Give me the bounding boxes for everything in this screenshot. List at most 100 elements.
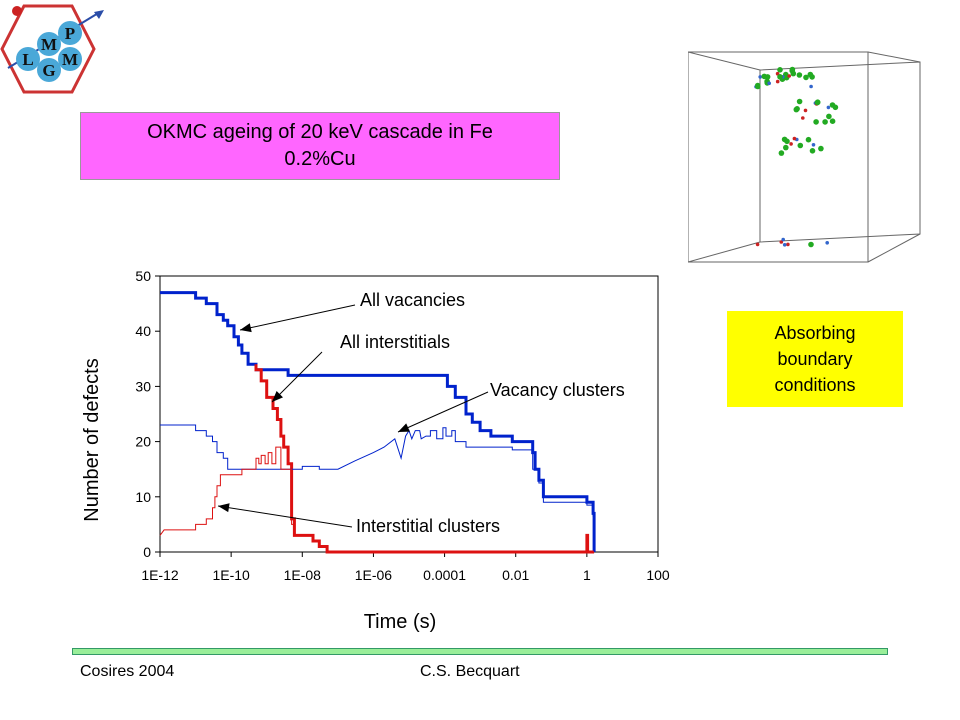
defect-atom xyxy=(796,98,803,105)
defect-atom xyxy=(797,142,804,149)
defect-atom xyxy=(809,84,813,89)
boundary-line-3: conditions xyxy=(774,375,856,395)
defect-atom xyxy=(787,74,791,78)
defect-atom xyxy=(755,83,761,90)
defect-atom xyxy=(758,75,762,79)
defect-atoms xyxy=(754,66,839,248)
defect-atom xyxy=(813,119,819,125)
defect-atom xyxy=(805,136,812,143)
title-line-1: OKMC ageing of 20 keV cascade in Fe xyxy=(147,121,493,143)
x-tick-label: 1E-08 xyxy=(284,567,322,583)
defect-atom xyxy=(781,237,785,242)
boundary-conditions-box: Absorbing boundary conditions xyxy=(727,311,903,407)
defect-atom xyxy=(811,143,816,147)
defect-atom xyxy=(777,67,783,73)
annotation-arrowhead xyxy=(218,503,230,513)
defect-atom xyxy=(767,81,771,86)
y-tick-label: 50 xyxy=(135,268,151,284)
y-tick-label: 0 xyxy=(143,544,151,560)
defect-atom xyxy=(818,145,824,152)
defect-atom xyxy=(807,71,814,78)
logo-arrowhead xyxy=(94,10,104,19)
defect-atom xyxy=(822,119,828,125)
defect-atom xyxy=(775,79,780,84)
logo-letter: M xyxy=(62,50,78,69)
logo-letter: L xyxy=(22,50,33,69)
logo-letter: P xyxy=(65,24,75,43)
defect-atom xyxy=(801,116,805,120)
defect-atom xyxy=(803,108,808,113)
cube-edge xyxy=(688,51,761,71)
defect-atom xyxy=(803,74,809,81)
logo-disc-m1 xyxy=(37,32,61,56)
defect-atom xyxy=(792,136,797,141)
lmgp-logo: M P L M G xyxy=(0,4,104,94)
boundary-line-2: boundary xyxy=(777,349,853,369)
defect-atom xyxy=(826,105,831,110)
defect-atom xyxy=(783,71,789,78)
defect-atom xyxy=(783,144,789,151)
defect-atom xyxy=(789,142,793,146)
defect-atom xyxy=(779,240,784,244)
annotation-arrowhead xyxy=(398,423,410,432)
series-vacancy-clusters xyxy=(160,424,595,552)
y-tick-label: 20 xyxy=(135,434,151,450)
annotation-label: All interstitials xyxy=(340,332,450,352)
logo-hexagon xyxy=(0,4,96,94)
logo-disc-g xyxy=(37,58,61,82)
defect-atom xyxy=(796,72,803,78)
logo-disc-p xyxy=(58,21,82,45)
y-tick-label: 30 xyxy=(135,378,151,394)
annotation-arrow xyxy=(271,351,323,403)
annotation-arrowhead xyxy=(272,391,283,402)
defect-atom xyxy=(793,106,800,113)
footer-conference: Cosires 2004 xyxy=(80,663,175,680)
annotation-arrow xyxy=(239,304,356,331)
cube-edge xyxy=(688,241,761,263)
x-tick-label: 0.0001 xyxy=(423,567,466,583)
footer-author: C.S. Becquart xyxy=(420,663,520,680)
defect-atom xyxy=(781,136,788,143)
y-tick-label: 10 xyxy=(135,489,151,505)
cascade-simulation-image xyxy=(688,51,921,263)
logo-disc-l xyxy=(16,47,40,71)
defect-atom xyxy=(814,99,821,106)
x-tick-label: 1E-10 xyxy=(212,567,250,583)
defect-atom xyxy=(782,243,787,247)
annotation-label: All vacancies xyxy=(360,290,465,310)
title-box: OKMC ageing of 20 keV cascade in Fe 0.2%… xyxy=(80,112,560,180)
x-tick-label: 1 xyxy=(583,567,591,583)
logo-letter: G xyxy=(42,61,55,80)
cube-edge xyxy=(867,51,921,63)
cube-edge xyxy=(867,233,921,263)
plot-area xyxy=(159,275,659,553)
defect-atom xyxy=(789,67,795,74)
y-axis-label: Number of defects xyxy=(81,358,103,521)
series-interstitial-clusters xyxy=(159,446,595,553)
x-tick-label: 1E-12 xyxy=(141,567,179,583)
defect-atom xyxy=(761,73,768,80)
defect-atom xyxy=(829,102,836,108)
x-axis-label: Time (s) xyxy=(364,611,437,633)
defect-atom xyxy=(778,150,785,156)
annotation-label: Vacancy clusters xyxy=(490,380,625,400)
y-tick-label: 40 xyxy=(135,323,151,339)
defect-atom xyxy=(755,242,760,247)
defect-atom xyxy=(829,118,836,124)
footer-divider xyxy=(72,648,888,655)
boundary-line-1: Absorbing xyxy=(774,323,856,343)
x-tick-label: 1E-06 xyxy=(355,567,393,583)
x-tick-label: 100 xyxy=(646,567,670,583)
annotation-arrow xyxy=(397,391,489,433)
defect-atom xyxy=(777,74,783,80)
annotation-arrowhead xyxy=(240,323,252,333)
logo-red-dot xyxy=(12,6,22,16)
x-tick-label: 0.01 xyxy=(502,567,529,583)
defect-atom xyxy=(825,241,829,245)
defect-atom xyxy=(786,242,790,247)
defect-atom xyxy=(809,148,816,154)
title-line-2: 0.2%Cu xyxy=(284,148,356,170)
annotation-arrow xyxy=(217,505,353,528)
logo-letter: M xyxy=(41,35,57,54)
